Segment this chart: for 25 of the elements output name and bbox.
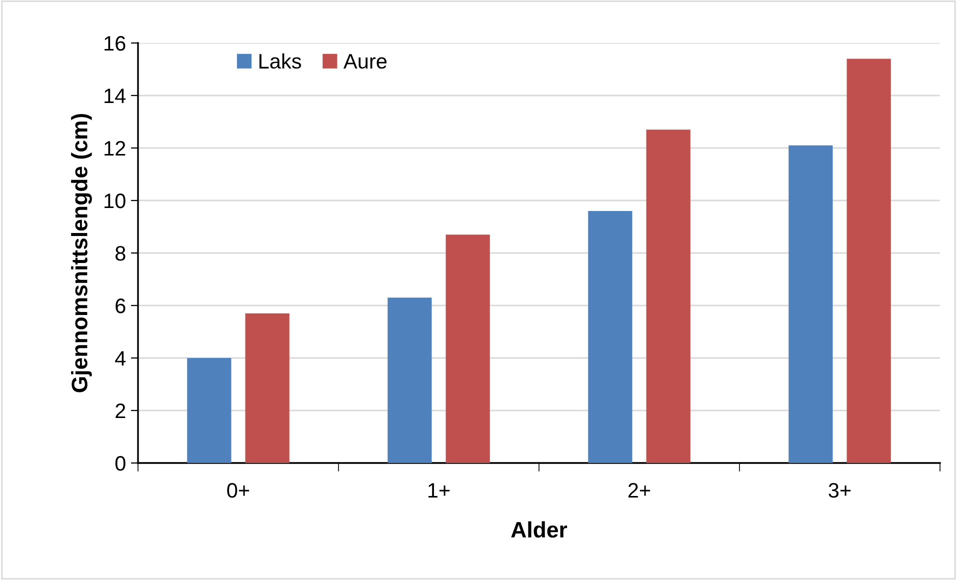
y-tick-label: 4 (115, 351, 126, 366)
y-axis-title: Gjennomsnittslengde (cm) (71, 114, 92, 392)
y-tick-label: 16 (104, 36, 126, 51)
y-tick-label: 2 (116, 404, 126, 418)
x-tick-label: 1+ (428, 483, 450, 498)
bar (646, 130, 690, 463)
y-tick-label: 12 (104, 141, 126, 156)
bar (788, 145, 833, 463)
y-tick-label: 0 (115, 456, 126, 471)
legend-label: Laks (259, 53, 302, 69)
bar (588, 211, 632, 463)
bar (245, 313, 290, 463)
y-tick-label: 14 (104, 88, 126, 104)
y-tick-label: 8 (116, 246, 126, 261)
x-tick-label: 0+ (227, 482, 250, 498)
bar (846, 58, 891, 463)
legend-label: Aure (343, 54, 387, 69)
x-axis-title: Alder (511, 521, 568, 538)
y-tick-label: 6 (116, 298, 126, 314)
x-tick-label: 2+ (628, 482, 650, 498)
bar (446, 234, 490, 463)
bar (187, 358, 232, 463)
y-tick-label: 10 (104, 194, 126, 208)
x-tick-label: 3+ (828, 482, 851, 498)
bar (388, 298, 432, 463)
